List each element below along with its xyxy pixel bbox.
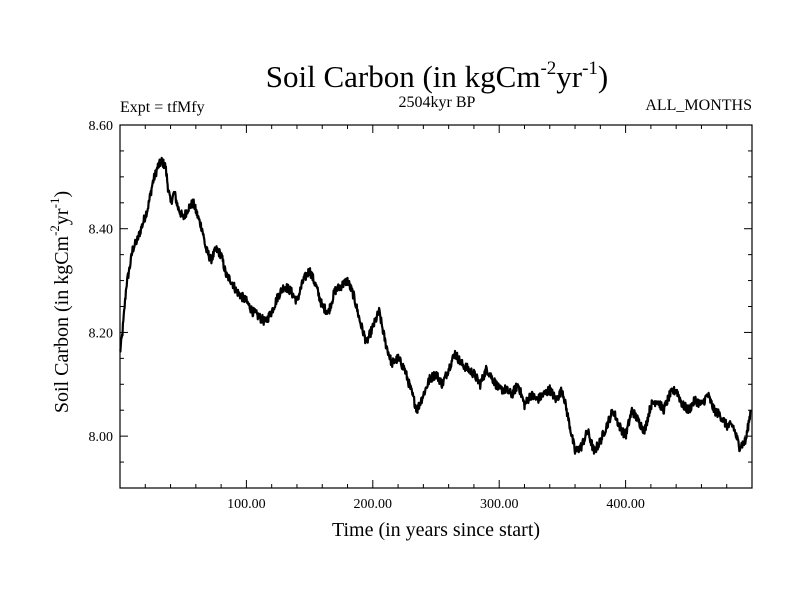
expt-label: Expt = tfMfy [120,99,205,116]
x-tick-label: 100.00 [227,497,266,512]
y-tick-label: 8.20 [89,326,114,341]
chart-title: Soil Carbon (in kgCm-2yr-1) [266,58,609,94]
soil-carbon-series-line [119,156,752,455]
minor-ticks [120,125,752,488]
months-label: ALL_MONTHS [645,97,752,114]
y-tick-label: 8.40 [89,223,114,238]
y-tick-label: 8.60 [89,119,114,134]
plot-frame [119,124,753,489]
y-tick-label: 8.00 [89,430,114,445]
x-axis-title: Time (in years since start) [332,519,540,541]
x-tick-label: 300.00 [480,497,519,512]
y-axis-title: Soil Carbon (in kgCm-2yr-1) [47,191,73,413]
x-tick-label: 200.00 [354,497,393,512]
period-label: 2504kyr BP [399,94,476,111]
x-axis-ticks: 100.00 200.00 300.00 400.00 [227,125,645,512]
y-axis-ticks: 8.00 8.20 8.40 8.60 [89,119,752,445]
x-tick-label: 400.00 [606,497,645,512]
